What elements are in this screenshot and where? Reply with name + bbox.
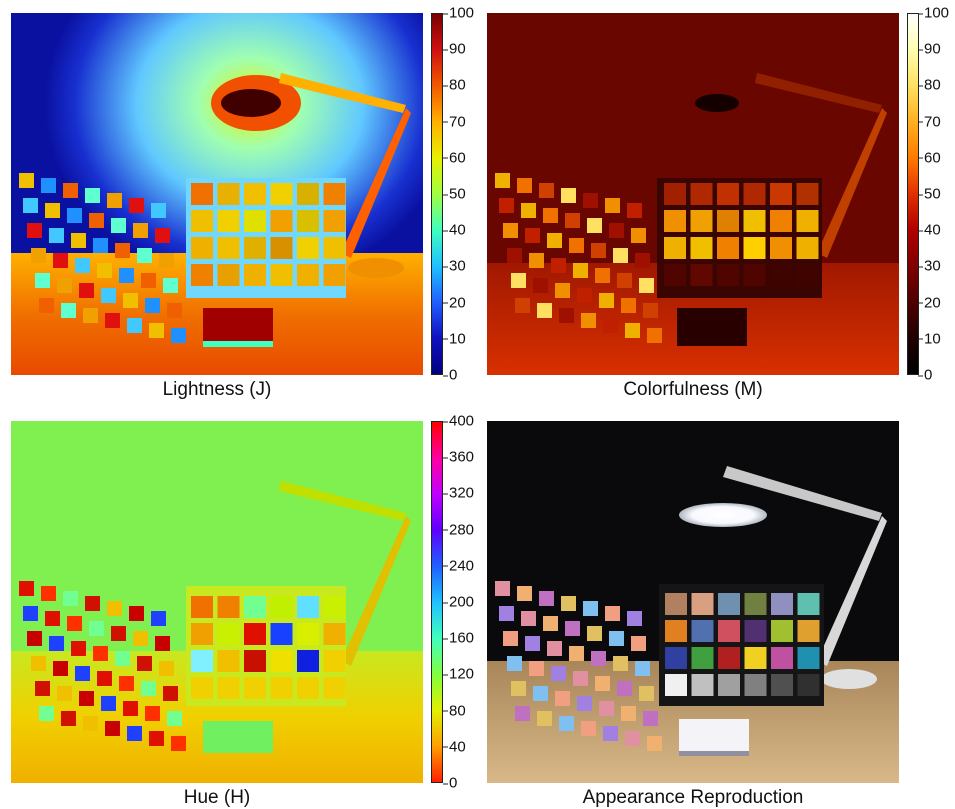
- hue-colorbar-tick: 80: [443, 702, 466, 720]
- hue-colorbar-tick: 160: [442, 629, 475, 647]
- colorfulness-colorbar-tick: 60: [918, 149, 941, 167]
- hue-colorbar-tick: 280: [442, 521, 475, 539]
- hue-colorbar-tick: 0: [442, 774, 458, 792]
- lightness-colorbar: [431, 13, 443, 375]
- colorfulness-colorbar-tick: 30: [918, 257, 941, 275]
- hue-caption: Hue (H): [183, 787, 251, 808]
- lightness-colorbar-tick: 90: [443, 40, 466, 58]
- hue-colorbar-tick: 320: [442, 484, 475, 502]
- colorfulness-colorbar-tick: 40: [918, 221, 941, 239]
- hue-colorbar-tick: 120: [442, 665, 475, 683]
- lightness-colorbar-tick: 10: [443, 330, 466, 348]
- colorfulness-colorbar-tick: 90: [918, 40, 941, 58]
- colorfulness-colorbar-tick: 70: [918, 113, 941, 131]
- colorfulness-colorbar-tick: 80: [918, 76, 941, 94]
- hue-colorbar-tick: 360: [442, 448, 475, 466]
- appearance-reproduction-caption: Appearance Reproduction: [582, 787, 804, 808]
- hue-colorbar: [431, 421, 443, 783]
- hue-colorbar-tick: 400: [442, 412, 475, 430]
- lightness-colorbar-tick: 20: [443, 294, 466, 312]
- lightness-colorbar-tick: 70: [443, 113, 466, 131]
- hue-map-image: [11, 421, 423, 783]
- lightness-colorbar-tick: 30: [443, 257, 466, 275]
- hue-colorbar-tick: 240: [442, 557, 475, 575]
- colorfulness-colorbar-tick: 50: [918, 185, 941, 203]
- lightness-colorbar-tick: 0: [442, 366, 458, 384]
- lightness-colorbar-tick: 50: [443, 185, 466, 203]
- hue-colorbar-tick: 40: [443, 738, 466, 756]
- hue-colorbar-tick: 200: [442, 593, 475, 611]
- lightness-colorbar-tick: 80: [443, 76, 466, 94]
- colorfulness-colorbar-tick: 20: [918, 294, 941, 312]
- appearance-reproduction-image: [487, 421, 899, 783]
- lightness-caption: Lightness (J): [162, 379, 272, 400]
- lightness-colorbar-tick: 40: [443, 221, 466, 239]
- lightness-colorbar-tick: 100: [442, 4, 475, 22]
- lightness-colorbar-tick: 60: [443, 149, 466, 167]
- colorfulness-colorbar-tick: 0: [917, 366, 933, 384]
- colorfulness-map-image: [487, 13, 899, 375]
- lightness-map-image: [11, 13, 423, 375]
- colorfulness-colorbar-tick: 100: [917, 4, 950, 22]
- colorfulness-colorbar-tick: 10: [918, 330, 941, 348]
- colorfulness-caption: Colorfulness (M): [623, 379, 763, 400]
